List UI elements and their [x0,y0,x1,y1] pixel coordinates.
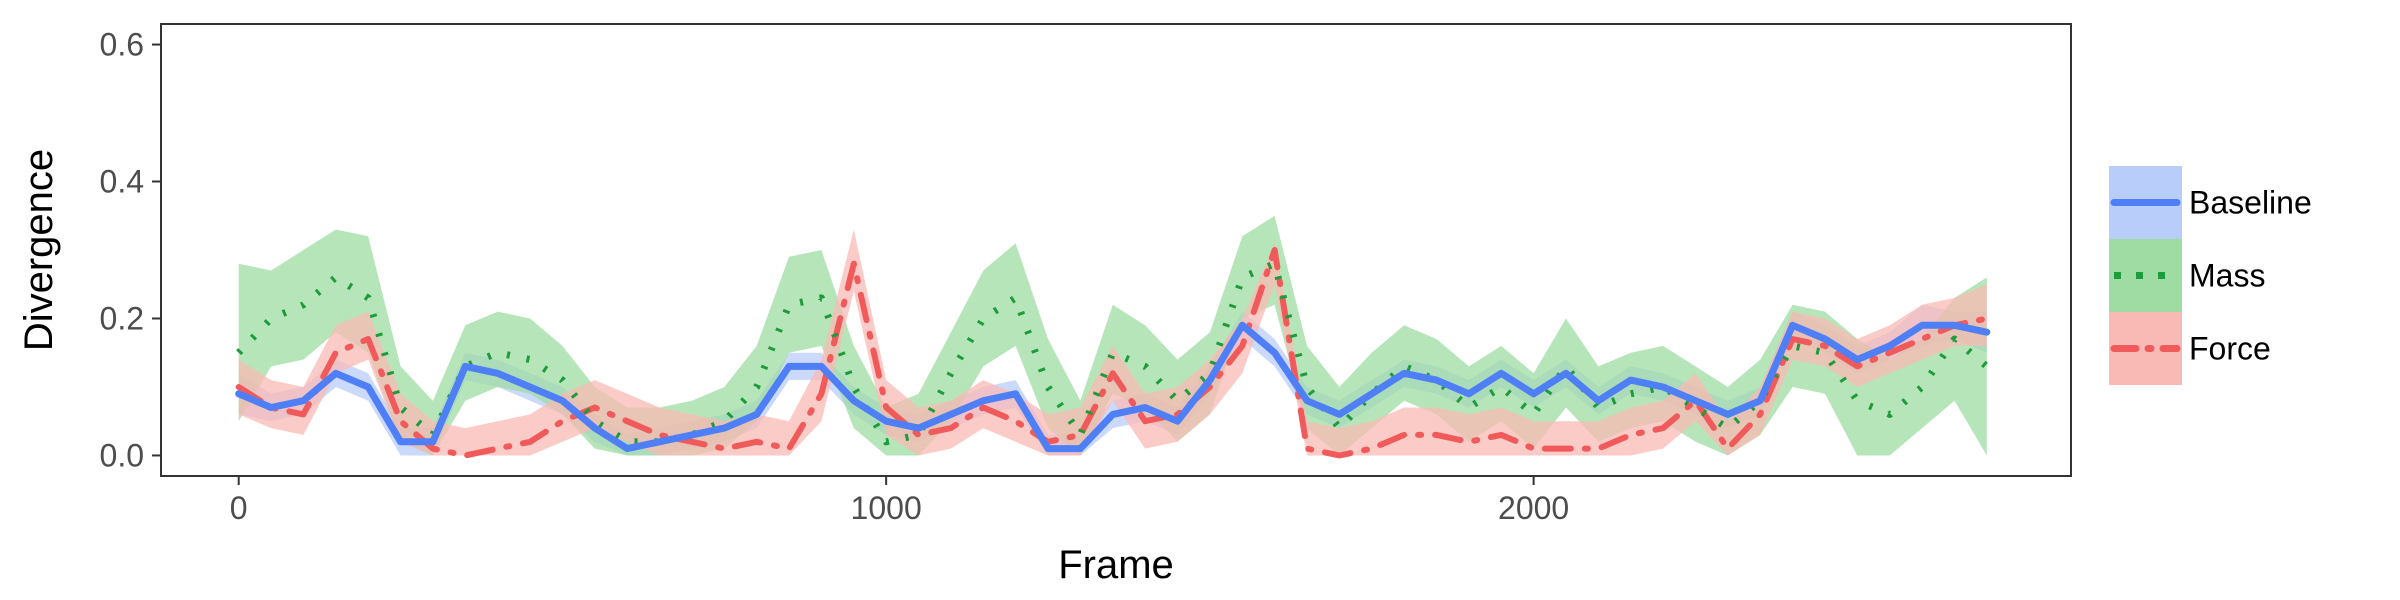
y-tick-label: 0.2 [100,300,144,336]
baseline-line [235,321,1991,453]
force-line [235,247,1990,459]
legend-label-force: Force [2189,331,2271,367]
y-axis-title: Divergence [17,149,61,351]
x-tick-label: 0 [230,490,248,526]
y-axis: 0.0 0.2 0.4 0.6 [100,27,161,473]
plot-panel-border [160,23,2072,477]
y-tick-label: 0.0 [100,437,144,473]
legend-item-force: Force [2109,312,2271,385]
force-confidence-band [238,229,1987,456]
x-tick-label: 2000 [1498,490,1569,526]
legend: Baseline Mass Force [2109,166,2312,385]
series-lines [235,247,1991,459]
mass-confidence-band [238,215,1987,456]
legend-item-mass: Mass [2109,239,2265,312]
legend-key-mass [2109,239,2182,312]
y-tick-label: 0.4 [100,164,144,200]
x-tick-label: 1000 [851,490,922,526]
legend-label-mass: Mass [2189,258,2265,294]
legend-item-baseline: Baseline [2109,166,2312,239]
x-axis: 0 1000 2000 [230,476,1569,526]
x-axis-title: Frame [1058,543,1174,587]
y-tick-label: 0.6 [100,27,144,63]
legend-label-baseline: Baseline [2189,185,2312,221]
